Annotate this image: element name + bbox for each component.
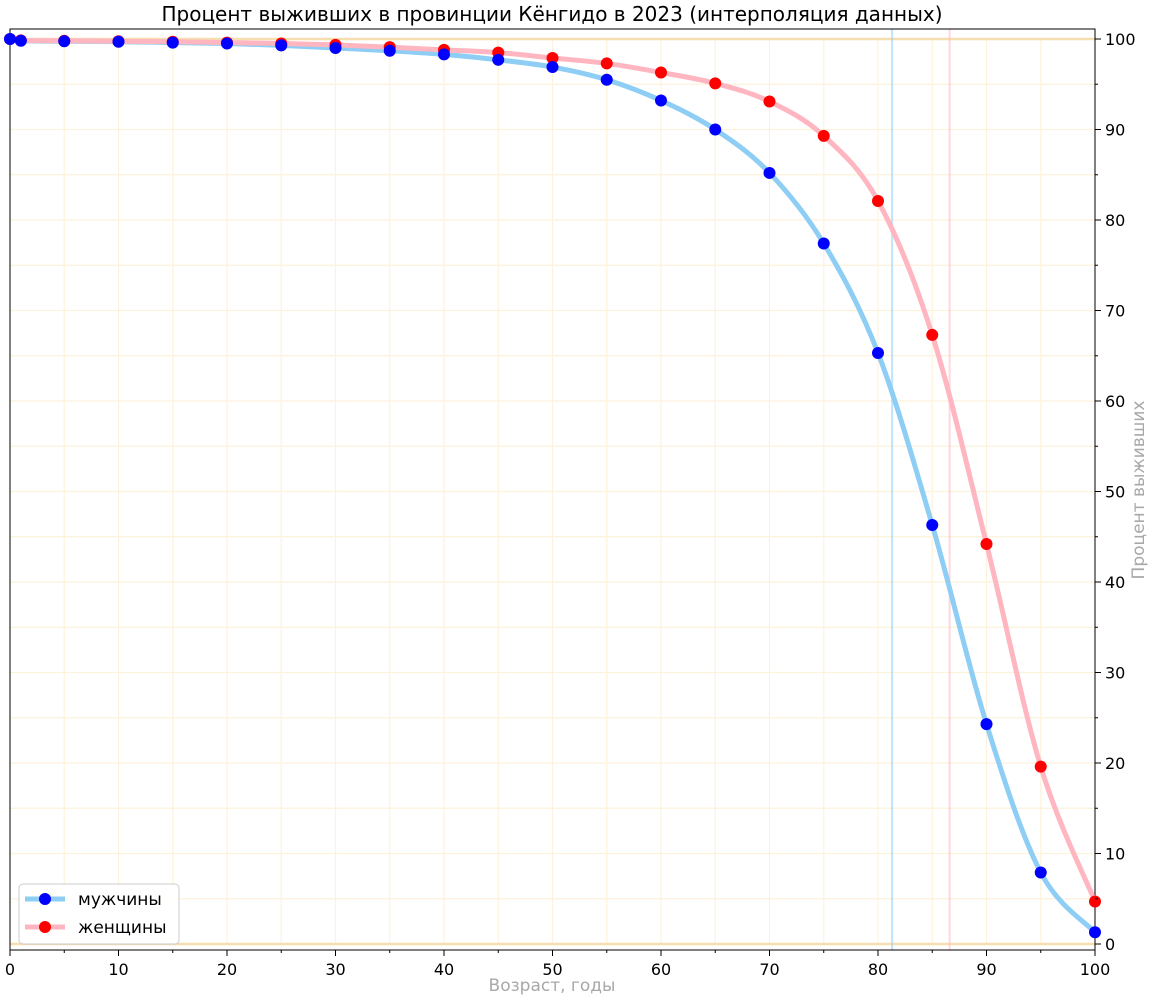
data-point-male [329, 42, 342, 55]
data-point-female [980, 537, 993, 550]
series-layer [4, 33, 1101, 939]
x-tick-label: 0 [5, 960, 15, 979]
data-point-female [1034, 760, 1047, 773]
x-tick-label: 60 [651, 960, 671, 979]
y-tick-label: 40 [1105, 573, 1125, 592]
legend: мужчины женщины [18, 883, 180, 945]
y-tick-label: 100 [1105, 30, 1136, 49]
data-point-female [546, 52, 559, 65]
y-tick-label: 10 [1105, 845, 1125, 864]
data-point-male [275, 39, 288, 52]
x-axis: 0 10 20 30 40 50 60 70 80 90 100 [5, 950, 1110, 979]
x-tick-label: 30 [325, 960, 345, 979]
x-tick-label: 50 [542, 960, 562, 979]
y-tick-label: 80 [1105, 211, 1125, 230]
boundary-lines [10, 37, 1095, 946]
data-point-male [58, 35, 71, 48]
data-point-male [546, 61, 559, 74]
data-point-female [600, 57, 613, 70]
x-tick-label: 40 [434, 960, 454, 979]
data-point-male [112, 35, 125, 48]
x-tick-label: 20 [217, 960, 237, 979]
grid [10, 39, 1095, 944]
y-axis: 0 10 20 30 40 50 60 70 80 90 100 [1095, 30, 1136, 954]
y-tick-label: 60 [1105, 392, 1125, 411]
y-tick-label: 50 [1105, 483, 1125, 502]
legend-label-male: мужчины [78, 890, 162, 910]
y-axis-label: Процент выживших [1129, 401, 1149, 580]
data-point-male [926, 518, 939, 531]
data-point-male [600, 73, 613, 86]
data-point-male [492, 53, 505, 66]
data-point-male [763, 166, 776, 179]
x-tick-label: 90 [976, 960, 996, 979]
x-tick-label: 80 [868, 960, 888, 979]
y-tick-label: 90 [1105, 121, 1125, 140]
y-tick-label: 70 [1105, 302, 1125, 321]
data-point-male [221, 37, 233, 50]
data-point-male [709, 123, 722, 136]
data-point-female [872, 194, 884, 207]
data-point-female [709, 77, 722, 90]
data-point-male [1089, 926, 1101, 939]
data-point-male [383, 44, 396, 57]
data-point-female [926, 328, 939, 341]
legend-marker-male [39, 893, 51, 905]
data-point-female [817, 129, 830, 142]
data-point-male [4, 33, 16, 45]
x-tick-label: 70 [759, 960, 779, 979]
data-point-male [817, 237, 830, 250]
data-point-female [655, 66, 667, 79]
chart-title: Процент выживших в провинции Кёнгидо в 2… [161, 2, 942, 26]
data-point-male [655, 94, 667, 107]
data-point-female [763, 95, 776, 108]
data-point-male [1034, 866, 1047, 879]
data-point-male [438, 48, 450, 61]
reference-lines [891, 29, 951, 950]
x-axis-label: Возраст, годы [489, 976, 616, 996]
data-point-male [166, 36, 179, 49]
data-point-male [980, 718, 993, 731]
x-tick-label: 10 [108, 960, 128, 979]
y-tick-label: 0 [1105, 935, 1115, 954]
legend-marker-female [39, 921, 51, 933]
legend-label-female: женщины [78, 918, 167, 938]
data-point-male [872, 347, 884, 360]
data-point-female [1089, 895, 1101, 908]
y-tick-label: 30 [1105, 664, 1125, 683]
y-tick-label: 20 [1105, 754, 1125, 773]
x-tick-label: 100 [1080, 960, 1111, 979]
data-point-male [14, 34, 27, 47]
